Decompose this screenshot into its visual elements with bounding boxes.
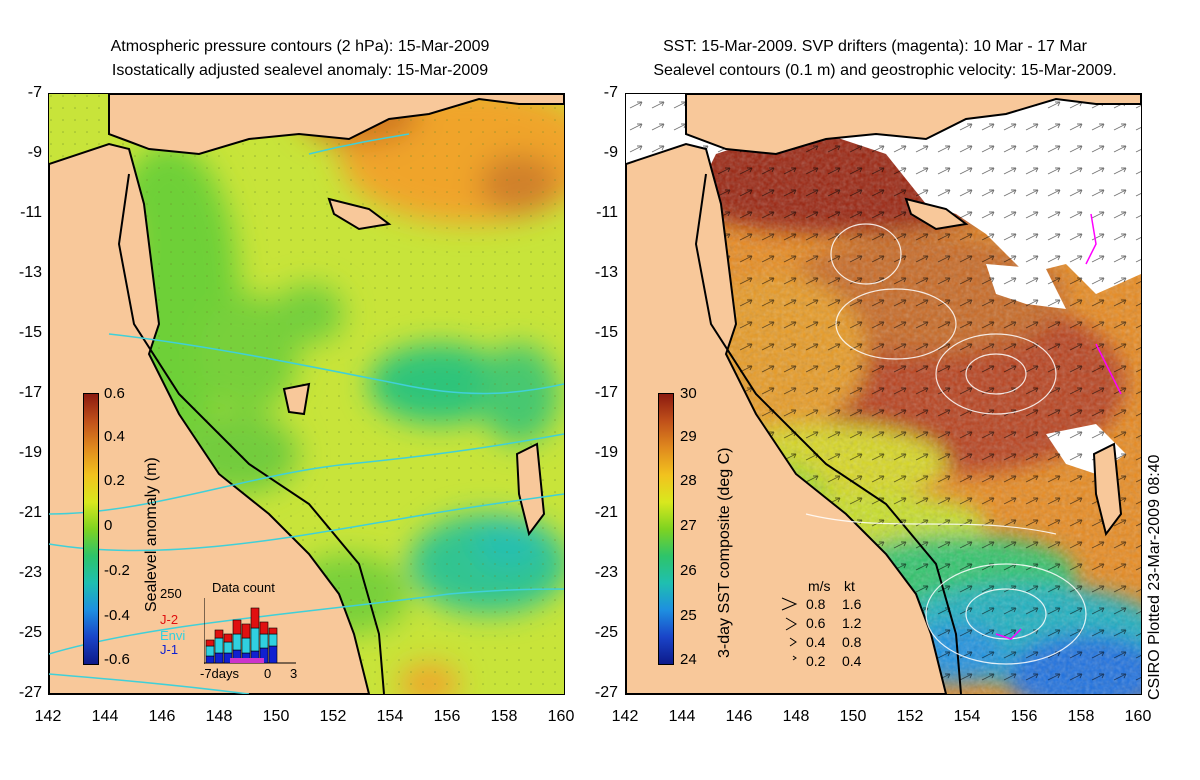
right-y-tick: -21 bbox=[594, 504, 618, 521]
data-count-histogram bbox=[204, 598, 296, 664]
sat-j2-label: J-2 bbox=[160, 612, 179, 627]
right-cb-tick: 26 bbox=[680, 562, 697, 579]
left-cb-tick: 0.4 bbox=[104, 428, 125, 445]
left-y-tick: -21 bbox=[18, 504, 42, 521]
right-title-line2: Sealevel contours (0.1 m) and geostrophi… bbox=[653, 62, 1117, 79]
velocity-row-kt: 1.2 bbox=[842, 615, 862, 631]
right-x-tick: 158 bbox=[1067, 708, 1095, 725]
left-colorbar-label: Sealevel anomaly (m) bbox=[143, 457, 160, 612]
left-y-tick: -11 bbox=[20, 204, 42, 221]
left-x-tick: 154 bbox=[376, 708, 404, 725]
right-cb-tick: 24 bbox=[680, 651, 697, 668]
right-cb-tick: 30 bbox=[680, 385, 697, 402]
right-y-tick: -23 bbox=[594, 564, 618, 581]
data-count-inset: Data count 250 J-2 Envi J-1 -7days 0 3 bbox=[160, 578, 300, 681]
left-y-tick: -13 bbox=[18, 264, 42, 281]
left-x-tick: 152 bbox=[319, 708, 347, 725]
left-y-tick: -15 bbox=[18, 324, 42, 341]
right-y-tick: -19 bbox=[594, 444, 618, 461]
left-x-tick: 156 bbox=[433, 708, 461, 725]
left-y-tick: -17 bbox=[18, 384, 42, 401]
right-x-tick: 154 bbox=[953, 708, 981, 725]
right-cb-tick: 27 bbox=[680, 517, 697, 534]
left-y-tick: -7 bbox=[27, 84, 42, 101]
left-x-tick: 146 bbox=[148, 708, 176, 725]
left-title-line2: Isostatically adjusted sealevel anomaly:… bbox=[111, 62, 489, 79]
right-map bbox=[625, 93, 1142, 695]
velocity-row-kt: 0.8 bbox=[842, 634, 862, 650]
right-y-tick: -11 bbox=[596, 204, 618, 221]
right-cb-tick: 25 bbox=[680, 607, 697, 624]
velocity-unit-ms: m/s bbox=[808, 578, 831, 594]
data-count-x-mid: 0 bbox=[264, 666, 272, 681]
left-y-tick: -25 bbox=[18, 624, 42, 641]
sat-j1-label: J-1 bbox=[160, 642, 179, 657]
right-y-tick: -17 bbox=[594, 384, 618, 401]
right-y-tick: -15 bbox=[594, 324, 618, 341]
left-cb-tick: 0.2 bbox=[104, 472, 125, 489]
right-x-tick: 156 bbox=[1010, 708, 1038, 725]
velocity-unit-kt: kt bbox=[844, 578, 855, 594]
sat-envi-label: Envi bbox=[160, 628, 186, 643]
left-title-line1: Atmospheric pressure contours (2 hPa): 1… bbox=[110, 38, 490, 55]
left-y-tick: -19 bbox=[18, 444, 42, 461]
left-x-tick: 148 bbox=[205, 708, 233, 725]
right-cb-tick: 28 bbox=[680, 472, 697, 489]
right-y-tick: -13 bbox=[594, 264, 618, 281]
right-colorbar-label: 3-day SST composite (deg C) bbox=[716, 447, 733, 658]
left-x-tick: 160 bbox=[547, 708, 575, 725]
data-count-ymax: 250 bbox=[160, 586, 182, 601]
left-cb-tick: -0.2 bbox=[104, 562, 130, 579]
sealevel-anomaly-map bbox=[49, 94, 564, 694]
left-cb-tick: -0.6 bbox=[104, 651, 130, 668]
right-x-tick: 144 bbox=[668, 708, 696, 725]
right-y-tick: -7 bbox=[603, 84, 618, 101]
right-x-tick: 160 bbox=[1124, 708, 1152, 725]
right-y-tick: -9 bbox=[603, 144, 618, 161]
right-y-tick: -25 bbox=[594, 624, 618, 641]
left-cb-tick: 0.6 bbox=[104, 385, 125, 402]
right-x-tick: 146 bbox=[725, 708, 753, 725]
velocity-legend: m/s kt 0.8 1.6 0.6 1.2 0.4 0.8 0.2 0.4 bbox=[780, 576, 880, 672]
left-y-tick: -9 bbox=[27, 144, 42, 161]
left-y-tick: -23 bbox=[18, 564, 42, 581]
velocity-row-ms: 0.6 bbox=[806, 615, 826, 631]
left-x-tick: 144 bbox=[91, 708, 119, 725]
left-x-tick: 158 bbox=[490, 708, 518, 725]
sst-map bbox=[626, 94, 1141, 694]
velocity-row-kt: 0.4 bbox=[842, 653, 862, 669]
left-cb-tick: 0 bbox=[104, 517, 113, 534]
left-colorbar bbox=[83, 393, 99, 665]
right-colorbar bbox=[658, 393, 674, 665]
left-x-tick: 142 bbox=[34, 708, 62, 725]
data-count-x-right: 3 bbox=[290, 666, 298, 681]
right-x-tick: 150 bbox=[839, 708, 867, 725]
right-x-tick: 148 bbox=[782, 708, 810, 725]
csiro-credit: CSIRO Plotted 23-Mar-2009 08:40 bbox=[1146, 454, 1163, 700]
velocity-row-ms: 0.2 bbox=[806, 653, 826, 669]
left-x-tick: 150 bbox=[262, 708, 290, 725]
right-title-line1: SST: 15-Mar-2009. SVP drifters (magenta)… bbox=[663, 38, 1087, 55]
data-count-x-left: -7days bbox=[200, 666, 240, 681]
data-count-title: Data count bbox=[212, 580, 275, 595]
left-y-tick: -27 bbox=[18, 684, 42, 701]
velocity-row-ms: 0.4 bbox=[806, 634, 826, 650]
left-map bbox=[48, 93, 565, 695]
right-y-tick: -27 bbox=[594, 684, 618, 701]
velocity-row-ms: 0.8 bbox=[806, 596, 826, 612]
velocity-row-kt: 1.6 bbox=[842, 596, 862, 612]
left-cb-tick: -0.4 bbox=[104, 607, 130, 624]
right-cb-tick: 29 bbox=[680, 428, 697, 445]
right-x-tick: 152 bbox=[896, 708, 924, 725]
right-x-tick: 142 bbox=[611, 708, 639, 725]
velocity-arrow-icons bbox=[781, 597, 798, 661]
